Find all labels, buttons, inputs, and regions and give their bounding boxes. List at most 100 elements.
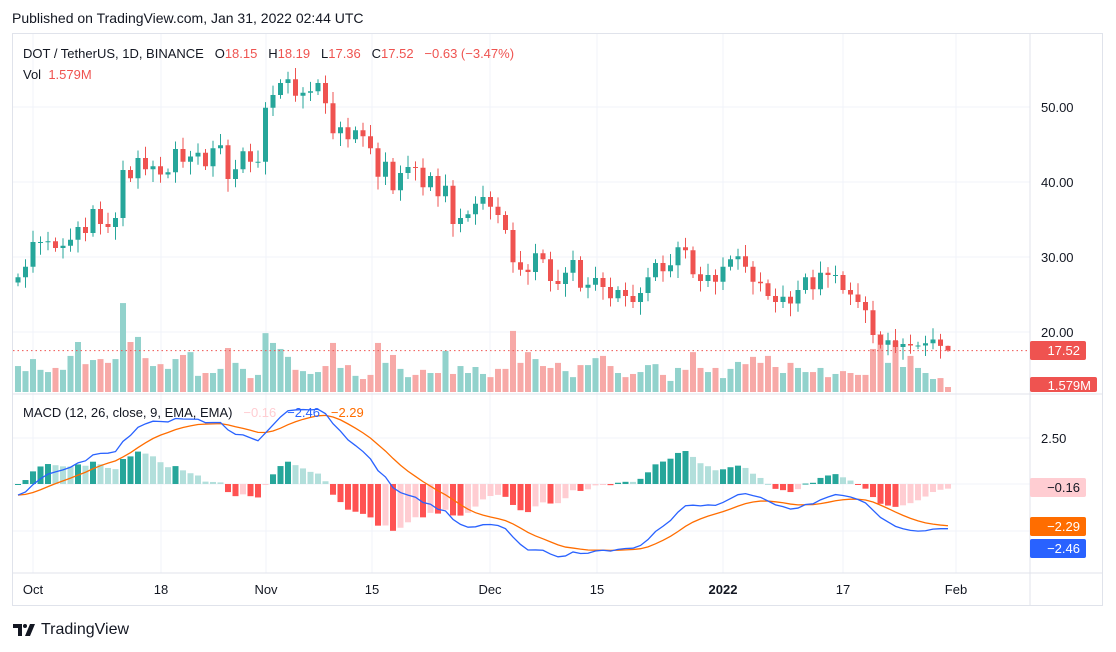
macd-hist-bar <box>75 464 81 484</box>
macd-hist-bar <box>232 484 239 497</box>
candle-body <box>135 158 141 179</box>
macd-hist-bar <box>705 466 711 484</box>
candle-body <box>53 241 58 248</box>
macd-hist-bar <box>30 471 36 484</box>
volume-bar <box>600 355 606 392</box>
macd-hist-bar <box>877 484 884 504</box>
time-label: 15 <box>364 582 380 597</box>
candle-body <box>480 197 486 204</box>
candle-body <box>368 136 373 149</box>
candle-body <box>45 241 51 243</box>
tradingview-logo[interactable]: TradingView <box>13 621 129 639</box>
volume-bar <box>52 367 59 392</box>
volume-bar <box>262 333 269 392</box>
macd-hist-bar <box>577 484 584 491</box>
candle-body <box>263 107 268 162</box>
volume-bar <box>502 368 509 392</box>
macd-hist-bar <box>315 473 321 484</box>
candle-body <box>458 218 463 224</box>
volume-bar <box>450 373 456 392</box>
candle-body <box>375 148 381 177</box>
macd-hist-bar <box>225 484 231 493</box>
volume-bar <box>772 367 779 392</box>
macd-hist-bar <box>555 484 561 504</box>
time-label: Oct <box>22 582 44 597</box>
volume-bar <box>780 373 786 392</box>
grid-lines <box>13 34 1030 573</box>
candle-body <box>533 253 538 272</box>
volume-bar <box>877 334 884 392</box>
macd-hist-bar <box>885 484 891 506</box>
change-value: −0.63 (−3.47%) <box>424 46 515 61</box>
price-tick: 50.00 <box>1041 100 1074 115</box>
volume-bar <box>22 371 29 392</box>
macd-hist-bar <box>322 481 329 484</box>
close-label: C <box>371 46 382 61</box>
candle-body <box>165 172 171 175</box>
volume-label: Vol <box>23 67 42 82</box>
macd-hist-bar <box>180 470 186 484</box>
candle-body <box>683 247 688 251</box>
volume-bar <box>172 359 179 392</box>
volume-bar <box>592 358 599 392</box>
tradingview-logo-icon <box>13 624 35 636</box>
volume-bar <box>630 373 636 392</box>
volume-bar <box>615 373 621 392</box>
symbol-legend[interactable]: DOT / TetherUS, 1D, BINANCE O18.15 H18.1… <box>23 46 514 61</box>
volume-bar <box>607 366 614 392</box>
macd-hist-bar <box>907 484 914 504</box>
volume-legend[interactable]: Vol 1.579M <box>23 67 92 82</box>
candle-body <box>188 156 193 162</box>
candle-body <box>638 293 643 302</box>
volume-bar <box>150 366 156 392</box>
high-value: 18.19 <box>277 46 311 61</box>
volume-bar <box>585 365 591 392</box>
volume-bar <box>472 367 479 392</box>
candle-body <box>218 145 223 149</box>
macd-hist-bar <box>712 470 719 484</box>
macd-hist-bar <box>922 484 929 497</box>
macd-hist-bar <box>937 484 944 490</box>
macd-hist-bar <box>172 466 179 484</box>
volume-bar <box>285 356 291 392</box>
macd-legend[interactable]: MACD (12, 26, close, 9, EMA, EMA) −0.16 … <box>23 405 364 420</box>
volume-bar <box>322 366 329 392</box>
macd-hist-bar <box>562 484 569 499</box>
macd-hist-bar <box>480 484 486 500</box>
volume-bar <box>330 342 336 392</box>
macd-hist-bar <box>127 456 134 484</box>
macd-hist-bar <box>585 484 591 490</box>
macd-hist-bar <box>442 484 449 510</box>
time-label: Nov <box>254 582 278 597</box>
volume-bar <box>517 362 524 392</box>
macd-hist-bar <box>840 477 846 484</box>
macd-hist-bar <box>345 484 351 510</box>
volume-bar <box>765 355 771 392</box>
chart-frame <box>12 33 1103 606</box>
volume-bar <box>727 368 734 392</box>
candle-body <box>893 340 898 347</box>
candle-body <box>945 345 951 351</box>
macd-hist-bar <box>187 473 194 484</box>
candle-body <box>398 173 403 191</box>
volume-bar <box>457 366 464 392</box>
macd-histogram <box>15 451 951 531</box>
volume-value: 1.579M <box>48 67 92 82</box>
macd-hist-bar <box>52 465 59 484</box>
macd-hist-bar <box>600 484 606 485</box>
candle-body <box>120 170 126 218</box>
candle-body <box>240 151 246 170</box>
macd-hist-bar <box>532 484 539 507</box>
candle-body <box>878 335 883 345</box>
candle-body <box>150 166 156 170</box>
macd-hist-value: −0.16 <box>243 405 277 420</box>
candle-body <box>60 245 66 248</box>
volume-bar <box>660 374 666 392</box>
macd-hist-bar <box>892 484 899 507</box>
candle-body <box>630 296 636 302</box>
macd-hist-bar <box>247 484 254 497</box>
candle-body <box>840 275 846 290</box>
last-price-tag: 17.52 <box>1030 341 1086 360</box>
volume-bar <box>390 354 396 392</box>
